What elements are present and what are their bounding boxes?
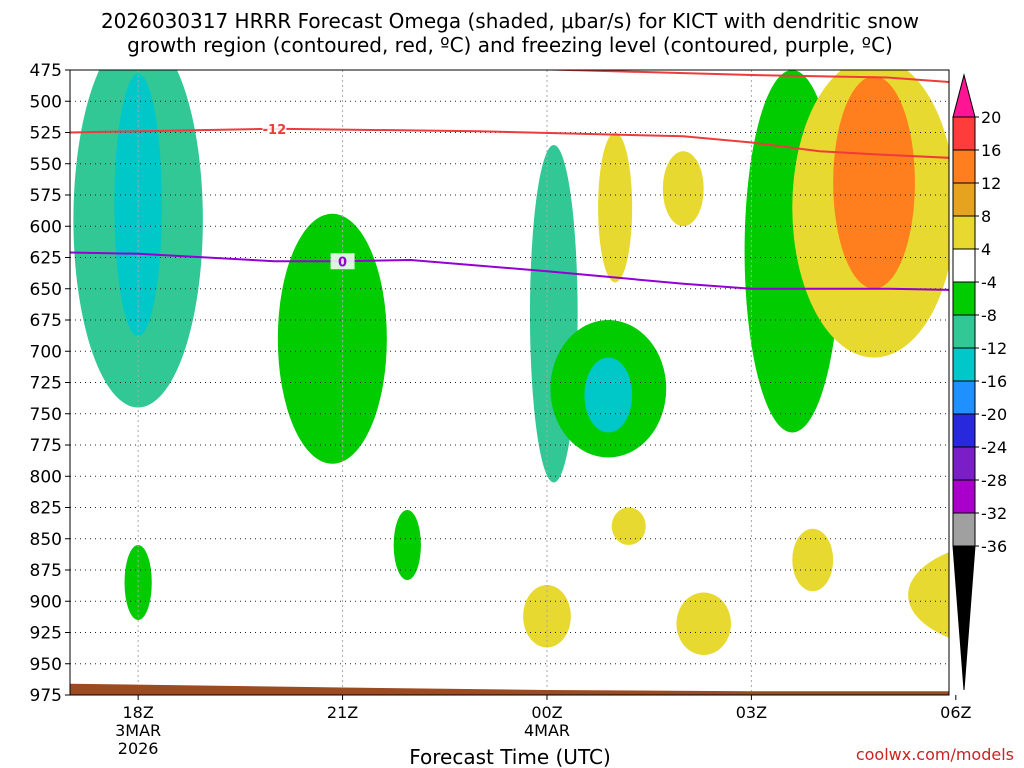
omega-feature-18 [393,510,421,580]
colorbar-segment-11 [952,446,976,481]
y-tick-label-18: 925 [30,624,62,644]
colorbar-label-2: 12 [981,174,1001,193]
omega-feature-25 [598,132,633,283]
omega-feature-19 [124,545,152,620]
colorbar-label-8: -16 [981,372,1007,391]
contours: -12 -18 0 [70,70,1002,291]
colorbar-label-1: 16 [981,141,1001,160]
colorbar-top-triangle [952,73,976,118]
x-tick-label-0-1: 3MAR [115,721,161,740]
colorbar-segment-12 [952,479,976,514]
colorbar-label-4: 4 [981,240,991,259]
colorbar-label-12: -32 [981,504,1007,523]
colorbar-segment-13 [952,512,976,547]
colorbar-bottom-triangle [952,545,976,691]
omega-feature-8 [833,76,915,289]
y-axis: 475 500 525 550 575 600 625 650 675 700 725 750 775 8… [30,61,70,706]
colorbar: 20 16 12 8 4 -4 -8 -12 -16 -20 -24 -28 -32 -36 [952,73,1007,691]
dgz-contour-0 [70,127,949,159]
y-tick-label-2: 525 [30,124,62,144]
chart-title-line1: 2026030317 HRRR Forecast Omega (shaded, … [101,9,919,33]
x-axis-label: Forecast Time (UTC) [409,745,611,768]
x-tick-label-0-2: 2026 [118,739,159,758]
colorbar-segment-4 [952,215,976,250]
y-tick-label-11: 750 [30,405,62,425]
y-tick-label-15: 850 [30,530,62,550]
omega-feature-14 [983,574,1024,617]
y-tick-label-6: 625 [30,249,62,269]
omega-feature-5 [584,357,633,433]
dgz-contour-0-label: -12 [263,123,287,138]
grid-lines [70,70,949,695]
colorbar-label-7: -12 [981,339,1007,358]
colorbar-label-9: -20 [981,405,1007,424]
dgz-contour-0-label-bg [262,120,287,137]
colorbar-label-11: -28 [981,471,1007,490]
y-tick-label-0: 475 [30,61,62,81]
dgz-contour-1-label: -18 [978,79,1002,94]
y-tick-label-19: 950 [30,655,62,675]
colorbar-label-6: -8 [981,306,997,325]
y-tick-label-12: 775 [30,436,62,456]
colorbar-label-13: -36 [981,537,1007,556]
chart-title-line2: growth region (contoured, red, ºC) and f… [127,33,893,57]
colorbar-segment-6 [952,281,976,316]
omega-feature-23 [792,528,834,592]
y-tick-label-1: 500 [30,92,62,112]
x-tick-label-2-1: 4MAR [524,721,570,740]
colorbar-segment-10 [952,413,976,448]
dgz-contour-1-label-bg [978,77,1002,93]
colorbar-segment-9 [952,380,976,415]
colorbar-label-10: -24 [981,438,1007,457]
ground-surface [70,683,949,695]
omega-feature-2 [277,213,387,464]
y-tick-label-5: 600 [30,217,62,237]
y-tick-label-13: 800 [30,467,62,487]
y-tick-label-20: 975 [30,686,62,706]
colorbar-segment-1 [952,116,976,151]
colorbar-segment-5 [952,248,976,283]
y-tick-label-17: 900 [30,592,62,612]
colorbar-segment-3 [952,182,976,217]
freezing-level-contour [70,251,949,291]
omega-feature-13 [908,552,949,638]
colorbar-segment-2 [952,149,976,184]
x-tick-label-0-0: 18Z [122,703,153,722]
omega-shading [73,70,1024,655]
x-tick-label-1-0: 21Z [327,703,358,722]
credit-text: coolwx.com/models [856,745,1014,764]
freezing-level-contour-label: 0 [338,255,347,270]
colorbar-segment-7 [952,314,976,349]
y-tick-label-14: 825 [30,499,62,519]
omega-feature-22 [676,592,731,655]
omega-feature-9 [662,151,704,227]
freezing-level-contour-label-bg [330,253,355,270]
y-tick-label-16: 875 [30,561,62,581]
dgz-contour-1 [533,70,949,84]
x-tick-label-2-0: 00Z [531,703,562,722]
y-tick-label-9: 700 [30,342,62,362]
colorbar-label-3: 8 [981,207,991,226]
y-tick-label-3: 550 [30,155,62,175]
colorbar-label-5: -4 [981,273,997,292]
y-tick-label-8: 675 [30,311,62,331]
colorbar-label-0: 20 [981,108,1001,127]
x-tick-label-4-0: 06Z [940,703,971,722]
y-tick-label-7: 650 [30,280,62,300]
x-tick-label-3-0: 03Z [736,703,767,722]
colorbar-segment-8 [952,347,976,382]
y-tick-label-4: 575 [30,186,62,206]
y-tick-label-10: 725 [30,374,62,394]
omega-feature-24 [611,507,646,545]
terrain [70,683,949,695]
x-axis: 18Z3MAR202621Z00Z4MAR03Z06Z09Z [115,695,972,758]
